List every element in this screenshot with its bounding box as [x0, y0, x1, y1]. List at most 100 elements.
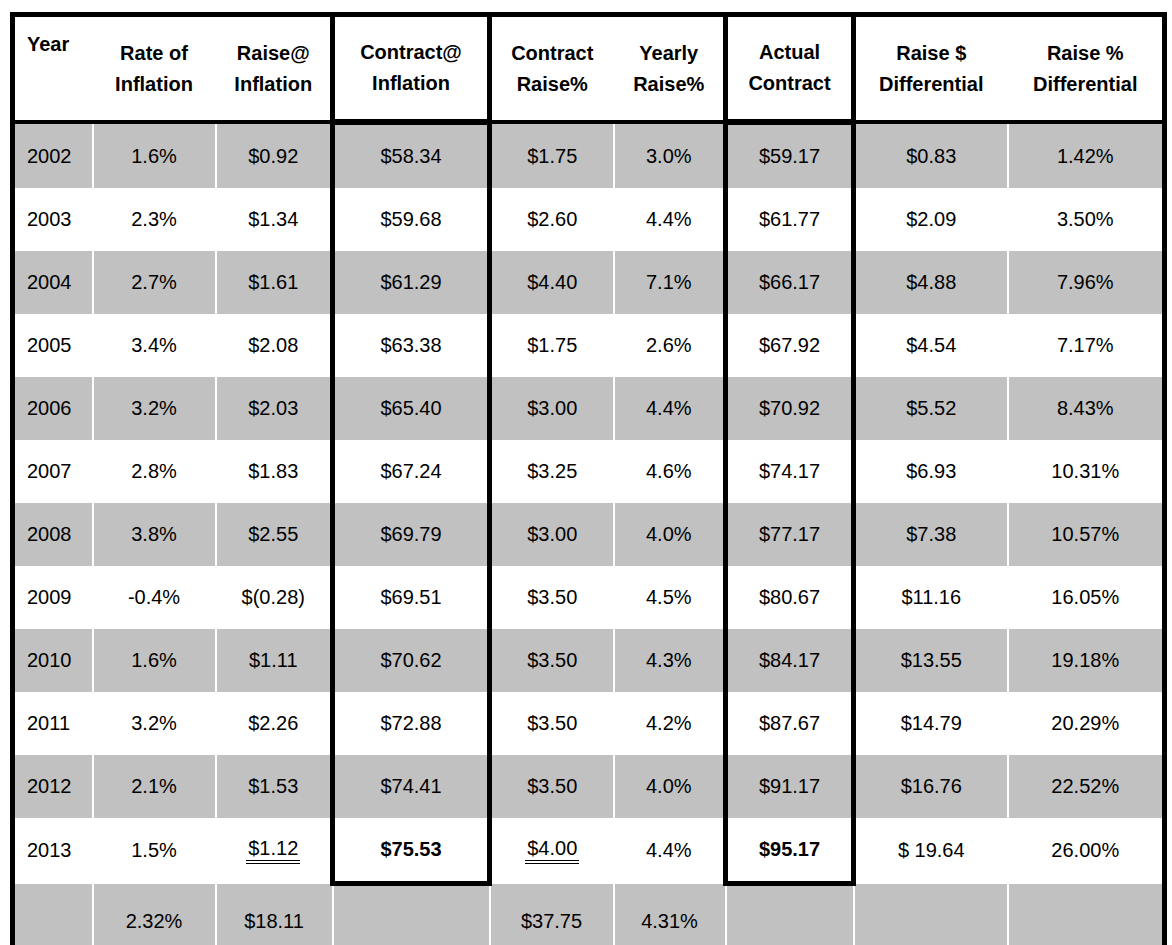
- cell-raise-dollar-differential: $2.09: [854, 188, 1008, 251]
- cell-yearly-raise-pct: 4.4%: [614, 377, 726, 440]
- cell-raise-dollar-differential: $0.83: [854, 122, 1008, 188]
- cell-contract-at-inflation: $65.40: [333, 377, 490, 440]
- row-2003: 20032.3%$1.34$59.68$2.604.4%$61.77$2.093…: [13, 188, 1165, 251]
- cell-rate-of-inflation: 3.4%: [93, 314, 216, 377]
- cell-actual-contract: $74.17: [726, 440, 854, 503]
- cell-year: 2003: [13, 188, 93, 251]
- cell-raise-dollar-differential: $16.76: [854, 755, 1008, 818]
- spreadsheet-page: YearRate of InflationRaise@ InflationCon…: [0, 0, 1172, 945]
- header-yearly-raise-pct: Yearly Raise%: [614, 15, 726, 123]
- cell-raise-at-inflation: $2.26: [216, 692, 333, 755]
- cell-raise-at-inflation: $(0.28): [216, 566, 333, 629]
- cell-year: 2002: [13, 122, 93, 188]
- cell-contract-at-inflation: $70.62: [333, 629, 490, 692]
- cell-contract-at-inflation: $58.34: [333, 122, 490, 188]
- cell-contract-raise-pct: $3.00: [490, 377, 614, 440]
- cell-raise-pct-differential: 22.52%: [1008, 755, 1165, 818]
- cell-raise-at-inflation: $2.08: [216, 314, 333, 377]
- cell-contract-at-inflation: $69.79: [333, 503, 490, 566]
- cell-contract-raise-pct: $4.40: [490, 251, 614, 314]
- totals-cell-raise-dollar-differential: [854, 884, 1008, 945]
- cell-rate-of-inflation: 3.2%: [93, 692, 216, 755]
- header-year: Year: [13, 15, 93, 123]
- cell-yearly-raise-pct: 3.0%: [614, 122, 726, 188]
- totals-cell-raise-at-inflation: $18.11: [216, 884, 333, 945]
- cell-raise-pct-differential: 10.57%: [1008, 503, 1165, 566]
- cell-raise-pct-differential: 20.29%: [1008, 692, 1165, 755]
- cell-raise-dollar-differential: $6.93: [854, 440, 1008, 503]
- cell-yearly-raise-pct: 4.2%: [614, 692, 726, 755]
- cell-rate-of-inflation: 3.8%: [93, 503, 216, 566]
- header-row: YearRate of InflationRaise@ InflationCon…: [13, 15, 1165, 123]
- totals-cell-contract-at-inflation: [333, 884, 490, 945]
- cell-actual-contract: $84.17: [726, 629, 854, 692]
- cell-rate-of-inflation: 2.8%: [93, 440, 216, 503]
- header-contract-raise-pct: Contract Raise%: [490, 15, 614, 123]
- cell-contract-at-inflation: $63.38: [333, 314, 490, 377]
- cell-contract-raise-pct: $1.75: [490, 314, 614, 377]
- cell-raise-at-inflation: $2.55: [216, 503, 333, 566]
- cell-raise-dollar-differential: $7.38: [854, 503, 1008, 566]
- cell-contract-raise-pct: $4.00: [490, 818, 614, 884]
- row-2007: 20072.8%$1.83$67.24$3.254.6%$74.17$6.931…: [13, 440, 1165, 503]
- cell-rate-of-inflation: -0.4%: [93, 566, 216, 629]
- cell-yearly-raise-pct: 4.5%: [614, 566, 726, 629]
- cell-rate-of-inflation: 1.6%: [93, 122, 216, 188]
- cell-contract-at-inflation: $61.29: [333, 251, 490, 314]
- cell-raise-pct-differential: 26.00%: [1008, 818, 1165, 884]
- cell-contract-raise-pct: $3.50: [490, 566, 614, 629]
- cell-actual-contract: $87.67: [726, 692, 854, 755]
- table-body: 20021.6%$0.92$58.34$1.753.0%$59.17$0.831…: [13, 122, 1165, 945]
- cell-raise-at-inflation: $1.12: [216, 818, 333, 884]
- table-header: YearRate of InflationRaise@ InflationCon…: [13, 15, 1165, 123]
- cell-rate-of-inflation: 2.3%: [93, 188, 216, 251]
- cell-year: 2005: [13, 314, 93, 377]
- row-2011: 20113.2%$2.26$72.88$3.504.2%$87.67$14.79…: [13, 692, 1165, 755]
- header-raise-at-inflation: Raise@ Inflation: [216, 15, 333, 123]
- cell-contract-raise-pct: $2.60: [490, 188, 614, 251]
- cell-actual-contract: $61.77: [726, 188, 854, 251]
- cell-contract-at-inflation: $59.68: [333, 188, 490, 251]
- cell-year: 2006: [13, 377, 93, 440]
- cell-raise-pct-differential: 7.17%: [1008, 314, 1165, 377]
- cell-raise-dollar-differential: $4.88: [854, 251, 1008, 314]
- cell-contract-raise-pct: $3.25: [490, 440, 614, 503]
- cell-raise-dollar-differential: $5.52: [854, 377, 1008, 440]
- cell-contract-at-inflation: $75.53: [333, 818, 490, 884]
- row-2002: 20021.6%$0.92$58.34$1.753.0%$59.17$0.831…: [13, 122, 1165, 188]
- totals-cell-actual-contract: [726, 884, 854, 945]
- totals-cell-year: [13, 884, 93, 945]
- cell-raise-pct-differential: 3.50%: [1008, 188, 1165, 251]
- cell-raise-dollar-differential: $4.54: [854, 314, 1008, 377]
- cell-raise-at-inflation: $1.53: [216, 755, 333, 818]
- row-2008: 20083.8%$2.55$69.79$3.004.0%$77.17$7.381…: [13, 503, 1165, 566]
- cell-raise-at-inflation: $1.34: [216, 188, 333, 251]
- cell-raise-dollar-differential: $13.55: [854, 629, 1008, 692]
- cell-raise-pct-differential: 8.43%: [1008, 377, 1165, 440]
- cell-year: 2004: [13, 251, 93, 314]
- cell-contract-at-inflation: $74.41: [333, 755, 490, 818]
- cell-yearly-raise-pct: 4.6%: [614, 440, 726, 503]
- cell-actual-contract: $66.17: [726, 251, 854, 314]
- cell-year: 2013: [13, 818, 93, 884]
- row-2009: 2009-0.4%$(0.28)$69.51$3.504.5%$80.67$11…: [13, 566, 1165, 629]
- header-contract-at-inflation: Contract@ Inflation: [333, 15, 490, 123]
- cell-contract-at-inflation: $69.51: [333, 566, 490, 629]
- cell-raise-at-inflation: $1.61: [216, 251, 333, 314]
- cell-year: 2012: [13, 755, 93, 818]
- cell-raise-pct-differential: 10.31%: [1008, 440, 1165, 503]
- row-2012: 20122.1%$1.53$74.41$3.504.0%$91.17$16.76…: [13, 755, 1165, 818]
- cell-yearly-raise-pct: 4.0%: [614, 503, 726, 566]
- cell-raise-dollar-differential: $ 19.64: [854, 818, 1008, 884]
- cell-rate-of-inflation: 1.5%: [93, 818, 216, 884]
- totals-cell-contract-raise-pct: $37.75: [490, 884, 614, 945]
- cell-raise-at-inflation: $0.92: [216, 122, 333, 188]
- totals-cell-rate-of-inflation: 2.32%: [93, 884, 216, 945]
- cell-contract-raise-pct: $1.75: [490, 122, 614, 188]
- totals-cell-raise-pct-differential: [1008, 884, 1165, 945]
- cell-raise-dollar-differential: $11.16: [854, 566, 1008, 629]
- cell-year: 2011: [13, 692, 93, 755]
- cell-yearly-raise-pct: 4.3%: [614, 629, 726, 692]
- cell-contract-at-inflation: $72.88: [333, 692, 490, 755]
- cell-actual-contract: $91.17: [726, 755, 854, 818]
